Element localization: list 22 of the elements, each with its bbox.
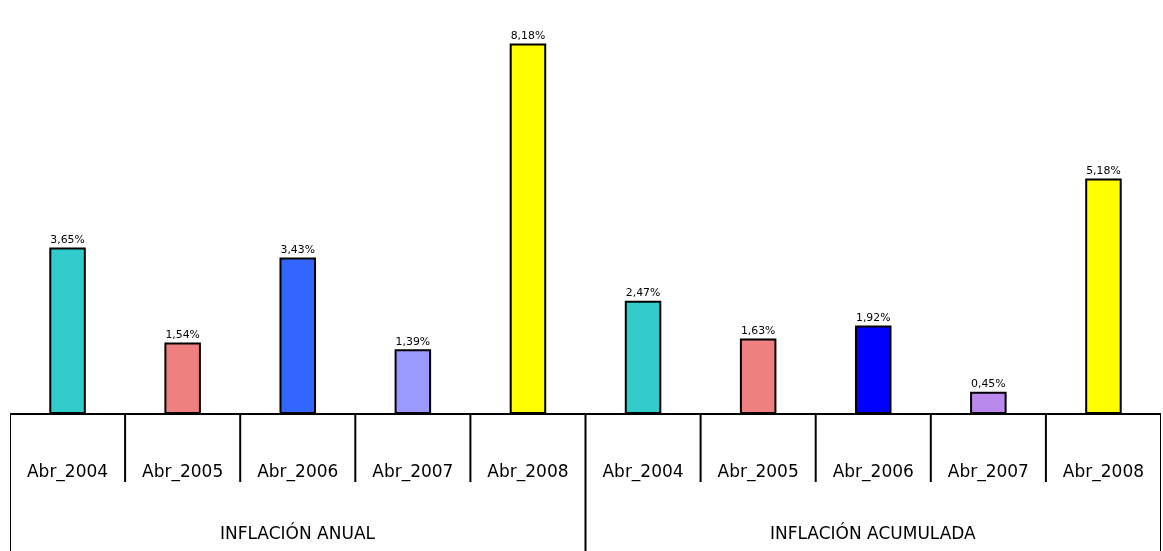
text: INFLACIÓN ACUMULADA bbox=[770, 522, 977, 543]
data-label: 2,47% bbox=[625, 286, 661, 300]
data-label: 8,18% bbox=[510, 28, 546, 42]
x-tick-label: Abr_2004 bbox=[26, 461, 109, 483]
data-label: 3,65% bbox=[50, 232, 85, 246]
text: INFLACIÓN ANUAL bbox=[220, 522, 376, 543]
x-tick-label: Abr_2004 bbox=[602, 461, 684, 483]
data-label: 0,45% bbox=[971, 377, 1006, 391]
data-label: 1,63% bbox=[740, 323, 776, 337]
x-tick-label: Abr_2005 bbox=[717, 461, 799, 483]
data-label: 3,43% bbox=[280, 242, 316, 256]
x-tick-label: Abr_2008 bbox=[487, 461, 569, 483]
x-tick-label: Abr_2005 bbox=[142, 461, 224, 483]
x-tick-label: Abr_2008 bbox=[1062, 461, 1145, 483]
x-tick-label: Abr_2006 bbox=[257, 461, 339, 483]
x-tick-label: Abr_2006 bbox=[832, 461, 914, 483]
x-tick-label: Abr_2007 bbox=[372, 461, 454, 483]
x-tick-label: Abr_2007 bbox=[947, 461, 1029, 483]
data-label: 1,54% bbox=[165, 328, 200, 342]
data-label: 1,92% bbox=[855, 310, 891, 324]
data-label: 1,39% bbox=[395, 334, 431, 348]
data-label: 5,18% bbox=[1086, 164, 1121, 178]
